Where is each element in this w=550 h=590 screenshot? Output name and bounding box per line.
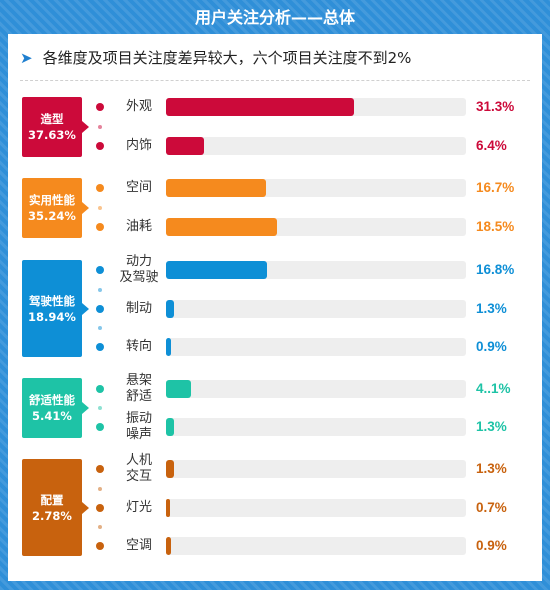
connector-dot bbox=[98, 287, 102, 292]
data-label: 6.4% bbox=[476, 138, 507, 153]
category-percent: 35.24% bbox=[28, 208, 76, 223]
bar-track bbox=[166, 460, 466, 478]
category-badge: 造型 37.63% bbox=[22, 96, 89, 157]
connector-dot bbox=[98, 326, 102, 330]
row-dot bbox=[96, 423, 104, 431]
bar bbox=[166, 98, 354, 116]
bar-label: 制动 bbox=[125, 301, 152, 316]
bar bbox=[166, 537, 172, 555]
bar-track bbox=[166, 137, 466, 155]
row-dot bbox=[96, 542, 104, 550]
subtitle-text: 各维度及项目关注度差异较大，六个项目关注度不到2% bbox=[42, 49, 412, 67]
data-label: 16.8% bbox=[476, 262, 515, 277]
connector-dot bbox=[98, 205, 102, 210]
bar-track bbox=[166, 98, 466, 116]
bar bbox=[166, 380, 191, 398]
bar-track bbox=[166, 300, 466, 318]
bar bbox=[166, 179, 267, 197]
bar bbox=[166, 218, 278, 236]
data-label: 0.7% bbox=[476, 500, 507, 515]
data-label: 0.9% bbox=[476, 538, 507, 553]
chart-subtitle: ➤ 各维度及项目关注度差异较大，六个项目关注度不到2% bbox=[20, 46, 411, 70]
bar-track bbox=[166, 537, 466, 555]
bar-label: 灯光 bbox=[125, 500, 152, 515]
bar-label: 空调 bbox=[125, 538, 152, 553]
row-dot bbox=[96, 103, 104, 111]
data-label: 31.3% bbox=[476, 99, 515, 114]
category-name: 实用性能 bbox=[29, 192, 75, 207]
bar bbox=[166, 418, 174, 436]
category-badge: 配置 2.78% bbox=[22, 459, 89, 556]
category-name: 配置 bbox=[40, 492, 64, 507]
category-name: 造型 bbox=[40, 111, 64, 126]
bar bbox=[166, 460, 174, 478]
chart-title: 用户关注分析——总体 bbox=[194, 8, 355, 27]
bar-label: 转向 bbox=[125, 339, 152, 354]
data-label: 16.7% bbox=[476, 180, 515, 195]
row-dot bbox=[96, 266, 104, 274]
bar-label: 空间 bbox=[125, 180, 152, 195]
bar bbox=[166, 338, 172, 356]
bar bbox=[166, 300, 174, 318]
connector-dot bbox=[98, 124, 102, 129]
data-label: 1.3% bbox=[476, 461, 507, 476]
data-label: 0.9% bbox=[476, 339, 507, 354]
row-dot bbox=[96, 223, 104, 231]
bar-track bbox=[166, 179, 466, 197]
category-name: 舒适性能 bbox=[29, 393, 75, 407]
row-dot bbox=[96, 343, 104, 351]
data-label: 1.3% bbox=[476, 419, 507, 434]
divider bbox=[20, 80, 530, 81]
bar-label: 人机 交互 bbox=[125, 453, 152, 484]
category-name: 驾驶性能 bbox=[29, 293, 75, 308]
bar-label: 振动 噪声 bbox=[125, 411, 152, 442]
category-percent: 37.63% bbox=[28, 127, 76, 142]
row-dot bbox=[96, 465, 104, 473]
bar-label: 内饰 bbox=[125, 138, 152, 153]
row-dot bbox=[96, 385, 104, 393]
row-dot bbox=[96, 184, 104, 192]
bar-label: 动力 及驾驶 bbox=[119, 254, 159, 285]
bar-label: 油耗 bbox=[125, 219, 152, 234]
row-dot bbox=[96, 142, 104, 150]
bar-track bbox=[166, 338, 466, 356]
category-percent: 5.41% bbox=[32, 409, 72, 423]
category-percent: 18.94% bbox=[28, 309, 76, 324]
bar-track bbox=[166, 499, 466, 517]
bar-track bbox=[166, 380, 466, 398]
bar-label: 悬架 舒适 bbox=[125, 373, 152, 404]
category-badge: 实用性能 35.24% bbox=[22, 177, 89, 238]
bar bbox=[166, 499, 171, 517]
bar-track bbox=[166, 418, 466, 436]
bar-track bbox=[166, 218, 466, 236]
arrow-right-icon: ➤ bbox=[20, 49, 33, 67]
category-badge: 驾驶性能 18.94% bbox=[22, 260, 89, 357]
bar bbox=[166, 137, 205, 155]
connector-dot bbox=[98, 486, 102, 491]
category-badge: 舒适性能 5.41% bbox=[22, 378, 89, 438]
row-dot bbox=[96, 305, 104, 313]
connector-dot bbox=[98, 406, 102, 410]
bar bbox=[166, 261, 267, 279]
data-label: 18.5% bbox=[476, 219, 515, 234]
bar-label: 外观 bbox=[125, 99, 152, 114]
data-label: 1.3% bbox=[476, 301, 507, 316]
category-percent: 2.78% bbox=[32, 508, 72, 523]
row-dot bbox=[96, 504, 104, 512]
connector-dot bbox=[98, 525, 102, 529]
bar-track bbox=[166, 261, 466, 279]
data-label: 4..1% bbox=[476, 381, 511, 396]
